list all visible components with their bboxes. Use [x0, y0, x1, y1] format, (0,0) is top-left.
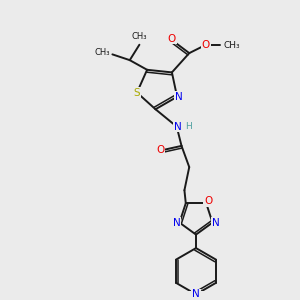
Text: N: N: [192, 290, 200, 299]
Text: H: H: [185, 122, 192, 131]
Text: N: N: [174, 122, 182, 132]
Text: S: S: [134, 88, 140, 98]
Text: CH₃: CH₃: [223, 41, 240, 50]
Text: N: N: [175, 92, 183, 102]
Text: O: O: [168, 34, 176, 44]
Text: CH₃: CH₃: [132, 32, 147, 41]
Text: O: O: [204, 196, 212, 206]
Text: CH₃: CH₃: [95, 48, 110, 57]
Text: O: O: [202, 40, 210, 50]
Text: N: N: [212, 218, 219, 228]
Text: N: N: [173, 218, 181, 228]
Text: O: O: [156, 145, 164, 155]
